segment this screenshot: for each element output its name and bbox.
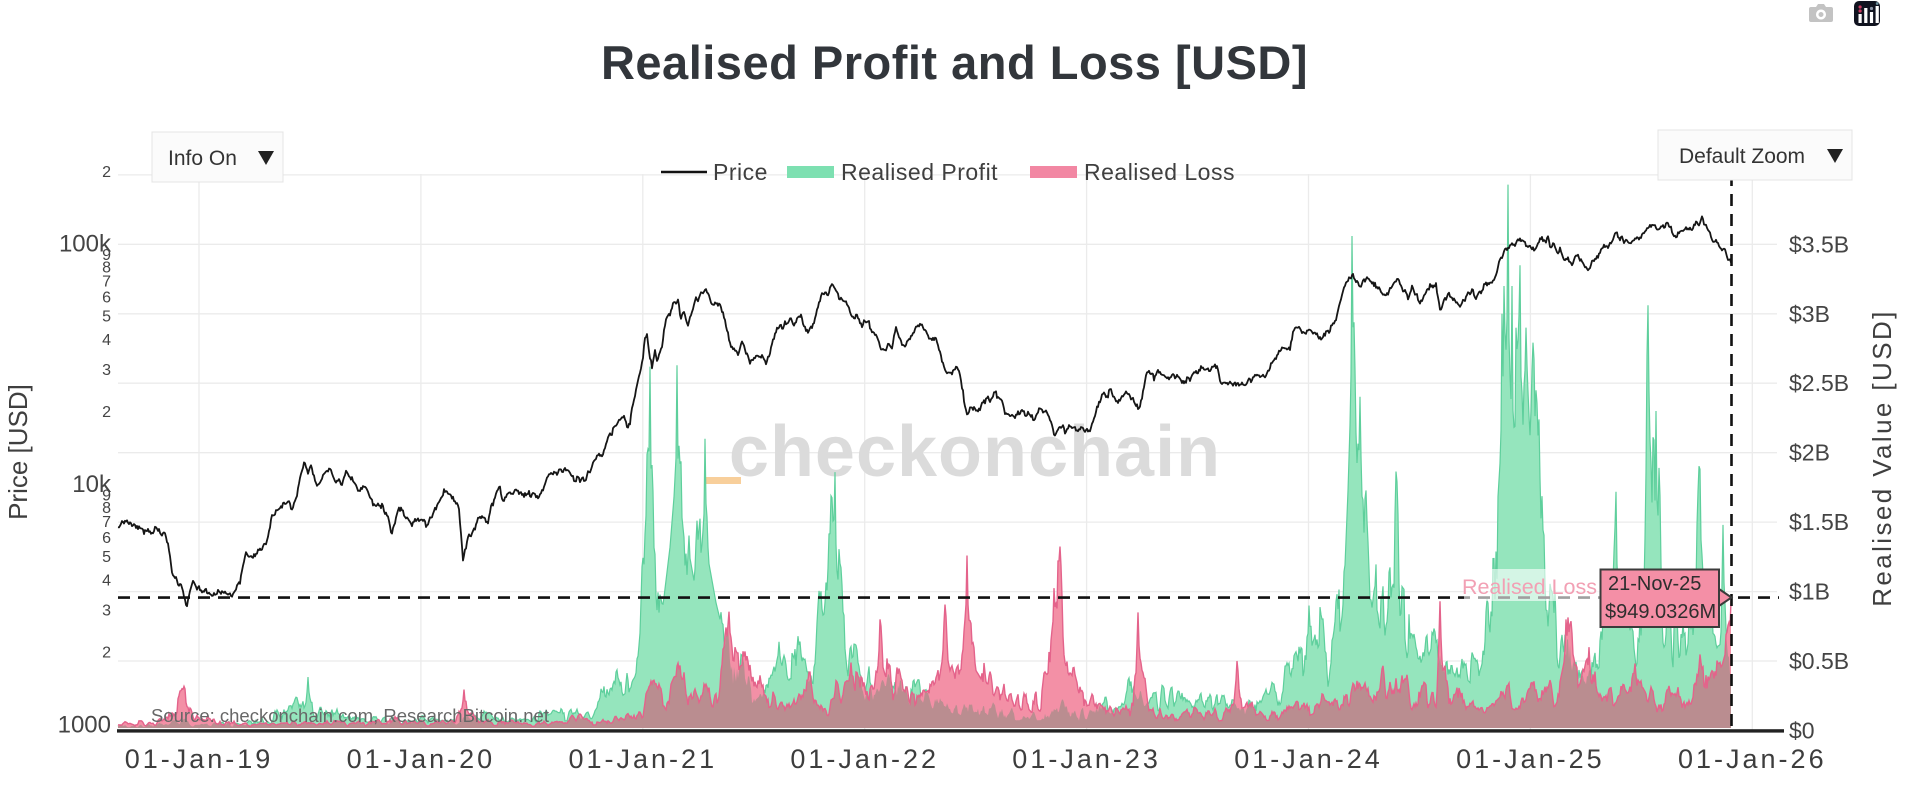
svg-text:$2B: $2B [1789,440,1830,466]
svg-text:$3B: $3B [1789,301,1830,327]
svg-text:3: 3 [102,362,111,379]
svg-text:01-Jan-19: 01-Jan-19 [125,744,274,774]
svg-text:01-Jan-21: 01-Jan-21 [569,744,718,774]
svg-text:checkonchain: checkonchain [729,412,1221,492]
svg-text:2: 2 [102,164,111,181]
svg-text:9: 9 [102,247,111,264]
svg-text:2: 2 [102,404,111,421]
svg-text:Source: checkonchain.com, Rese: Source: checkonchain.com, ResearchBitcoi… [151,705,549,726]
svg-text:01-Jan-26: 01-Jan-26 [1678,744,1827,774]
svg-text:Realised Profit: Realised Profit [841,159,998,185]
svg-text:7: 7 [102,273,111,290]
svg-text:Realised Value [USD]: Realised Value [USD] [1867,309,1897,607]
svg-text:01-Jan-24: 01-Jan-24 [1234,744,1383,774]
svg-text:$0: $0 [1789,718,1815,744]
svg-text:3: 3 [102,602,111,619]
svg-text:8: 8 [102,500,111,517]
svg-text:7: 7 [102,514,111,531]
svg-text:6: 6 [102,530,111,547]
svg-text:21-Nov-25: 21-Nov-25 [1608,573,1701,595]
svg-text:01-Jan-25: 01-Jan-25 [1456,744,1605,774]
svg-text:01-Jan-22: 01-Jan-22 [790,744,939,774]
svg-text:9: 9 [102,488,111,505]
svg-text:Price: Price [713,159,768,185]
svg-text:01-Jan-23: 01-Jan-23 [1012,744,1161,774]
svg-text:Info On: Info On [168,147,237,170]
svg-text:$1.5B: $1.5B [1789,509,1849,535]
svg-text:10k: 10k [72,471,112,498]
svg-text:Realised Loss: Realised Loss [1462,575,1597,599]
svg-text:5: 5 [102,549,111,566]
svg-text:4: 4 [102,572,111,589]
svg-text:6: 6 [102,290,111,307]
svg-text:5: 5 [102,309,111,326]
svg-text:1000: 1000 [58,712,111,739]
svg-text:01-Jan-20: 01-Jan-20 [347,744,496,774]
svg-text:Realised Loss: Realised Loss [1084,159,1235,185]
svg-text:$949.0326M: $949.0326M [1605,601,1716,623]
svg-text:2: 2 [102,645,111,662]
svg-text:100k: 100k [59,231,112,258]
svg-text:Price [USD]: Price [USD] [3,384,33,520]
svg-text:4: 4 [102,332,111,349]
svg-text:8: 8 [102,260,111,277]
svg-text:$3.5B: $3.5B [1789,231,1849,257]
svg-text:$2.5B: $2.5B [1789,370,1849,396]
svg-text:Default Zoom: Default Zoom [1679,145,1805,168]
svg-text:$0.5B: $0.5B [1789,648,1849,674]
svg-text:$1B: $1B [1789,579,1830,605]
